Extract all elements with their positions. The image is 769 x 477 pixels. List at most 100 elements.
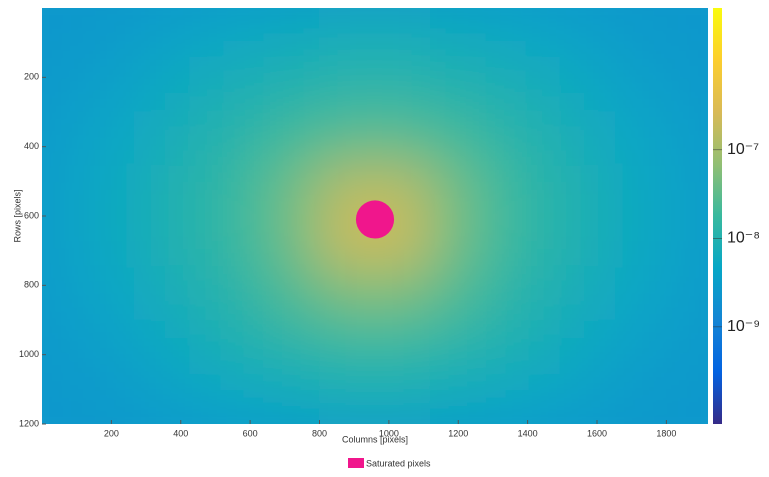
heatmap-cell — [596, 8, 653, 61]
heatmap-cell — [541, 59, 598, 113]
colorbar-tick-label: 10⁻⁸ — [727, 230, 760, 247]
heatmap-cell — [152, 215, 209, 269]
y-tick-label: 600 — [24, 210, 39, 220]
legend-swatch — [348, 458, 364, 468]
y-tick-label: 800 — [24, 280, 39, 290]
heatmap-cell — [430, 111, 487, 165]
heatmap-cell — [152, 59, 209, 113]
saturated-region — [355, 200, 395, 239]
heatmap-cell — [97, 319, 154, 373]
y-tick-label: 200 — [24, 72, 39, 82]
heatmap-cell — [97, 59, 154, 113]
heatmap-cell — [374, 111, 431, 165]
heatmap-cell — [485, 163, 542, 217]
heatmap-cell — [263, 59, 320, 113]
heatmap-cell — [485, 215, 542, 269]
heatmap-cell — [374, 319, 431, 373]
heatmap-cell — [152, 371, 209, 424]
x-tick-label: 1200 — [448, 428, 468, 438]
heatmap-cell — [208, 371, 265, 424]
heatmap-cell — [541, 111, 598, 165]
heatmap-cell — [152, 111, 209, 165]
heatmap-cell — [42, 8, 98, 61]
heatmap-cell — [652, 267, 708, 321]
heatmap-cell — [430, 163, 487, 217]
x-tick-label: 600 — [243, 428, 258, 438]
heatmap-cell — [208, 111, 265, 165]
heatmap-cell — [319, 267, 376, 321]
heatmap-cell — [152, 163, 209, 217]
heatmap-cell — [208, 215, 265, 269]
heatmap-cell — [541, 8, 598, 61]
heatmap-cell — [430, 267, 487, 321]
heatmap-cell — [374, 59, 431, 113]
heatmap-cell — [596, 371, 653, 424]
heatmap-cell — [485, 319, 542, 373]
x-tick-label: 400 — [173, 428, 188, 438]
heatmap-cell — [152, 319, 209, 373]
heatmap-cell — [596, 215, 653, 269]
heatmap-cell — [430, 59, 487, 113]
heatmap-cell — [430, 8, 487, 61]
heatmap-cell — [541, 267, 598, 321]
heatmap-cell — [596, 59, 653, 113]
colorbar-tick-label: 10⁻⁷ — [727, 141, 759, 158]
heatmap-cell — [97, 371, 154, 424]
heatmap-cell — [485, 267, 542, 321]
heatmap-cell — [263, 371, 320, 424]
heatmap-cell — [42, 319, 98, 373]
heatmap-cell — [152, 8, 209, 61]
heatmap-cell — [485, 371, 542, 424]
heatmap-cell — [42, 267, 98, 321]
heatmap-cell — [319, 8, 376, 61]
y-tick-label: 1000 — [19, 349, 39, 359]
heatmap-cell — [97, 111, 154, 165]
heatmap-cell — [652, 319, 708, 373]
heatmap-cell — [541, 215, 598, 269]
heatmap-cell — [430, 319, 487, 373]
heatmap-cell — [97, 8, 154, 61]
heatmap-cell — [319, 371, 376, 424]
heatmap-cell — [374, 8, 431, 61]
heatmap-cell — [42, 111, 98, 165]
heatmap-cell — [541, 319, 598, 373]
x-tick-label: 1600 — [587, 428, 607, 438]
heatmap-cell — [152, 267, 209, 321]
heatmap-cell — [596, 163, 653, 217]
heatmap-cell — [374, 267, 431, 321]
heatmap-cell — [652, 8, 708, 61]
heatmap-cell — [374, 371, 431, 424]
x-tick-label: 800 — [312, 428, 327, 438]
x-tick-label: 1400 — [518, 428, 538, 438]
heatmap-cell — [97, 267, 154, 321]
heatmap-cell — [596, 267, 653, 321]
heatmap-cell — [263, 111, 320, 165]
heatmap-cell — [208, 267, 265, 321]
heatmap-cell — [541, 163, 598, 217]
heatmap-cell — [208, 163, 265, 217]
heatmap-cell — [596, 319, 653, 373]
heatmap-cell — [263, 8, 320, 61]
heatmap-cell — [42, 163, 98, 217]
heatmap-cell — [263, 319, 320, 373]
heatmap-cell — [208, 59, 265, 113]
heatmap-cell — [485, 59, 542, 113]
y-tick-label: 1200 — [19, 418, 39, 428]
heatmap-cell — [319, 59, 376, 113]
x-tick-label: 200 — [104, 428, 119, 438]
heatmap-cell — [430, 371, 487, 424]
legend-label: Saturated pixels — [366, 458, 431, 468]
heatmap-cell — [208, 319, 265, 373]
heatmap-cell — [485, 111, 542, 165]
x-axis-label: Columns [pixels] — [342, 434, 408, 444]
heatmap-cell — [42, 59, 98, 113]
heatmap-cell — [430, 215, 487, 269]
heatmap-cell — [42, 215, 98, 269]
heatmap-cell — [97, 163, 154, 217]
heatmap-cell — [652, 163, 708, 217]
y-tick-label: 400 — [24, 141, 39, 151]
heatmap-cell — [485, 8, 542, 61]
heatmap-cell — [541, 371, 598, 424]
